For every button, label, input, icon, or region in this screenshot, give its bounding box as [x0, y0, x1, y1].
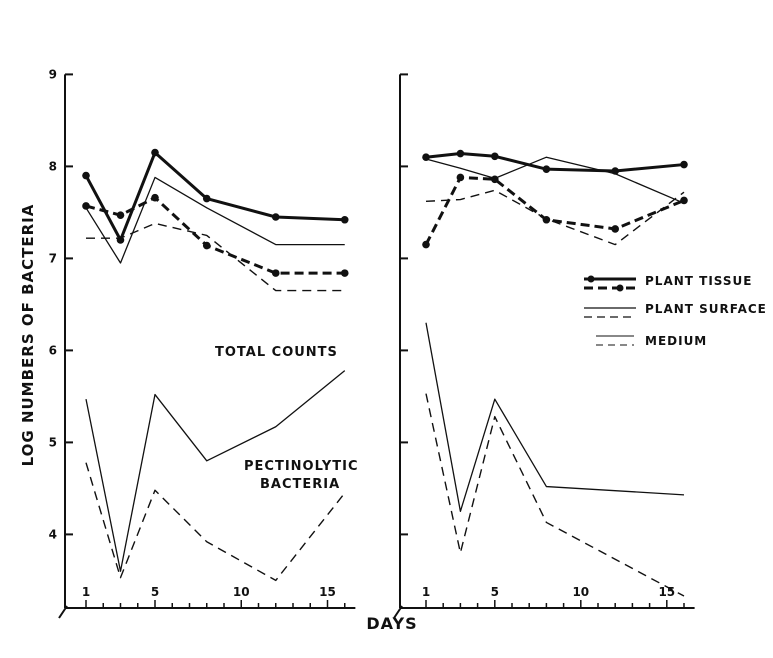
right-panel: 1 5 10 15	[393, 73, 695, 619]
right-series-line-5	[425, 393, 685, 597]
legend-entry-plant-surface: PLANT SURFACE	[584, 302, 767, 318]
y-tick-label: 9	[49, 67, 57, 81]
legend: PLANT TISSUE PLANT SURFACE MEDIUM	[584, 274, 767, 348]
left-series-line-2	[85, 176, 345, 264]
y-tick-label: 4	[49, 527, 57, 541]
left-data-point	[151, 148, 159, 157]
annotation-pectinolytic: PECTINOLYTIC	[244, 459, 359, 474]
legend-label-medium: MEDIUM	[645, 334, 707, 348]
right-series-line-3	[425, 189, 685, 246]
left-data-point	[82, 202, 90, 210]
left-x-tick-label: 5	[151, 585, 159, 599]
left-data-point	[340, 269, 349, 277]
left-data-point	[202, 194, 211, 203]
y-tick-label: 5	[49, 435, 57, 449]
right-series-line-2	[425, 156, 685, 204]
left-data-point	[271, 213, 280, 221]
y-tick-label: 6	[49, 343, 57, 357]
left-x-tick-label: 10	[233, 585, 250, 599]
right-data-point	[542, 165, 551, 173]
legend-label-plant-tissue: PLANT TISSUE	[645, 274, 752, 288]
x-axis-label: DAYS	[366, 614, 417, 633]
legend-entry-medium: MEDIUM	[596, 334, 707, 348]
right-series-line-1	[424, 175, 685, 246]
annotation-bacteria: BACTERIA	[260, 477, 340, 492]
left-series-line-4	[85, 370, 346, 572]
legend-label-plant-surface: PLANT SURFACE	[645, 302, 767, 316]
left-data-point	[340, 215, 349, 224]
left-series-line-3	[86, 222, 345, 292]
right-axis-break	[393, 605, 403, 619]
left-data-point	[151, 193, 159, 202]
right-data-point	[611, 225, 619, 233]
right-data-point	[680, 160, 688, 169]
right-data-point	[456, 149, 465, 158]
y-axis-label: LOG NUMBERS OF BACTERIA	[19, 204, 37, 467]
left-x-tick-label: 15	[319, 585, 336, 599]
right-x-tick-label: 5	[491, 585, 499, 599]
left-x-tick-label: 1	[82, 585, 90, 599]
annotation-total-counts: TOTAL COUNTS	[215, 345, 338, 360]
left-series-line-0	[84, 151, 345, 242]
right-series-line-4	[425, 322, 685, 513]
right-series-line-0	[425, 152, 685, 173]
left-data-point	[116, 211, 125, 219]
right-data-point	[456, 173, 465, 182]
y-tick-label: 7	[49, 251, 57, 265]
left-axis-break	[58, 605, 68, 619]
left-series-line-1	[85, 196, 345, 275]
left-data-point	[82, 171, 90, 180]
legend-entry-plant-tissue: PLANT TISSUE	[584, 274, 752, 292]
left-data-point	[271, 269, 280, 277]
right-x-tick-label: 10	[572, 585, 589, 599]
right-data-point	[422, 240, 430, 249]
left-data-point	[202, 241, 211, 250]
right-x-tick-label: 1	[422, 585, 430, 599]
right-data-point	[491, 152, 499, 161]
y-tick-label: 8	[49, 159, 57, 173]
